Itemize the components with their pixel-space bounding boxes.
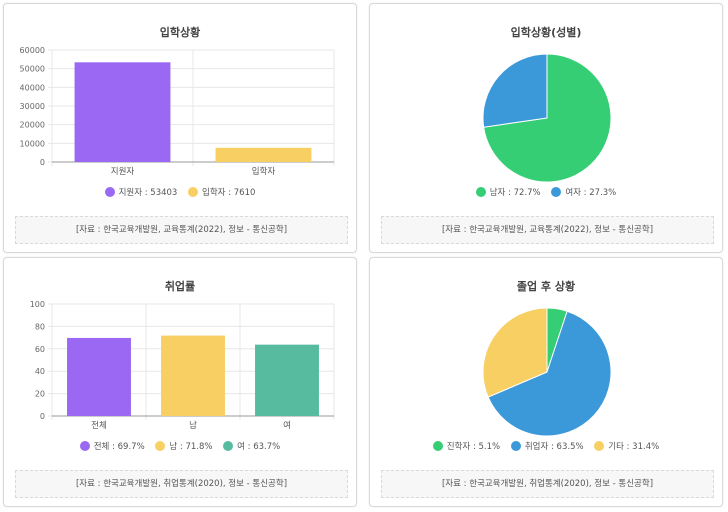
legend-swatch: [594, 441, 605, 451]
source-note: [자료 : 한국교육개발원, 취업통계(2020), 정보 - 통신공학]: [15, 470, 348, 498]
source-note: [자료 : 한국교육개발원, 취업통계(2020), 정보 - 통신공학]: [381, 470, 714, 498]
legend-label: 여자 : 27.3%: [565, 188, 617, 198]
source-note: [자료 : 한국교육개발원, 교육통계(2022), 정보 - 통신공학]: [381, 216, 714, 244]
legend-item-other[interactable]: 기타 : 31.4%: [594, 440, 659, 452]
legend-swatch: [79, 441, 90, 451]
bar-전체[interactable]: [67, 337, 131, 416]
legend-label: 남 : 71.8%: [169, 442, 213, 452]
legend-swatch: [223, 441, 234, 451]
legend-swatch: [551, 187, 562, 197]
after-graduation-legend: 진학자 : 5.1% 취업자 : 63.5% 기타 : 31.4%: [370, 440, 722, 452]
gender-chart-title: 입학상황(성별): [510, 26, 582, 39]
admission-bar-chart: 0 10000 20000 30000 40000 50000 60000 지원자 입학자: [20, 46, 335, 177]
y-tick-label: 20: [35, 390, 45, 399]
gender-legend: 남자 : 72.7% 여자 : 27.3%: [370, 186, 722, 198]
bar-지원자[interactable]: [74, 62, 171, 162]
y-tick-label: 60000: [20, 46, 45, 55]
employment-legend: 전체 : 69.7% 남 : 71.8% 여 : 63.7%: [4, 440, 356, 452]
admission-chart-title: 입학상황: [159, 26, 201, 39]
y-tick-label: 80: [35, 322, 45, 331]
legend-item-male[interactable]: 남자 : 72.7%: [475, 186, 541, 198]
after-graduation-chart-title: 졸업 후 상황: [516, 280, 576, 293]
x-tick-label: 입학자: [252, 166, 276, 177]
gender-card: 입학상황(성별) 남자 : 72.7% 여자 : 27.3% [자료 : 한국교…: [369, 3, 723, 253]
legend-swatch: [475, 187, 486, 197]
bar-남[interactable]: [161, 335, 225, 416]
y-tick-label: 0: [40, 412, 45, 421]
legend-label: 기타 : 31.4%: [608, 442, 660, 452]
employment-card: 취업률 0 20 40 60 80 100 전체 남 여 전체 : 69.7% 남 : 71.8…: [3, 257, 357, 507]
legend-item-admitted[interactable]: 입학자 : 7610: [188, 186, 255, 198]
legend-label: 남자 : 72.7%: [489, 188, 541, 198]
legend-item-male[interactable]: 남 : 71.8%: [155, 440, 212, 452]
legend-item-applicants[interactable]: 지원자 : 53403: [104, 186, 178, 198]
y-tick-label: 40000: [20, 83, 45, 92]
pie-slice-여자[interactable]: [482, 53, 548, 128]
legend-item-total[interactable]: 전체 : 69.7%: [79, 440, 145, 452]
y-tick-label: 0: [40, 158, 45, 167]
y-tick-label: 50000: [20, 65, 45, 74]
legend-swatch: [510, 441, 521, 451]
legend-swatch: [155, 441, 166, 451]
legend-swatch: [104, 187, 115, 197]
legend-item-female[interactable]: 여자 : 27.3%: [551, 186, 616, 198]
legend-label: 진학자 : 5.1%: [446, 442, 501, 452]
y-tick-label: 100: [30, 300, 45, 309]
legend-item-employed[interactable]: 취업자 : 63.5%: [510, 440, 584, 452]
after-graduation-pie-chart: [482, 307, 612, 437]
employment-bar-chart: 0 20 40 60 80 100 전체 남 여: [30, 300, 335, 431]
legend-label: 지원자 : 53403: [118, 188, 178, 198]
y-tick-label: 40: [35, 367, 45, 376]
x-tick-label: 지원자: [111, 167, 135, 177]
admission-legend: 지원자 : 53403 입학자 : 7610: [4, 186, 356, 198]
legend-label: 여 : 63.7%: [237, 442, 281, 452]
legend-item-female[interactable]: 여 : 63.7%: [223, 440, 280, 452]
x-tick-label: 전체: [91, 420, 107, 431]
pie-slice-취업자[interactable]: [487, 310, 612, 437]
source-note: [자료 : 한국교육개발원, 교육통계(2022), 정보 - 통신공학]: [15, 216, 348, 244]
pie-slice-기타[interactable]: [482, 307, 548, 398]
bar-입학자[interactable]: [215, 147, 312, 162]
legend-swatch: [188, 187, 199, 197]
y-tick-label: 20000: [20, 121, 45, 130]
after-graduation-card: 졸업 후 상황 진학자 : 5.1% 취업자 : 63.5% 기타 : 31.4…: [369, 257, 723, 507]
legend-label: 취업자 : 63.5%: [524, 442, 584, 452]
bar-여[interactable]: [255, 344, 319, 416]
y-tick-label: 10000: [20, 139, 45, 148]
employment-chart-title: 취업률: [164, 280, 196, 293]
y-tick-label: 60: [35, 345, 45, 354]
legend-label: 입학자 : 7610: [202, 188, 256, 198]
gender-pie-chart: [482, 53, 612, 183]
legend-swatch: [432, 441, 443, 451]
x-tick-label: 여: [283, 420, 291, 431]
admission-card: 입학상황 0 10000 20000 30000 40000 50000 60000 지원자 입…: [3, 3, 357, 253]
legend-item-further-study[interactable]: 진학자 : 5.1%: [432, 440, 501, 452]
y-tick-label: 30000: [20, 102, 45, 111]
legend-label: 전체 : 69.7%: [93, 442, 145, 452]
x-tick-label: 남: [189, 421, 197, 431]
